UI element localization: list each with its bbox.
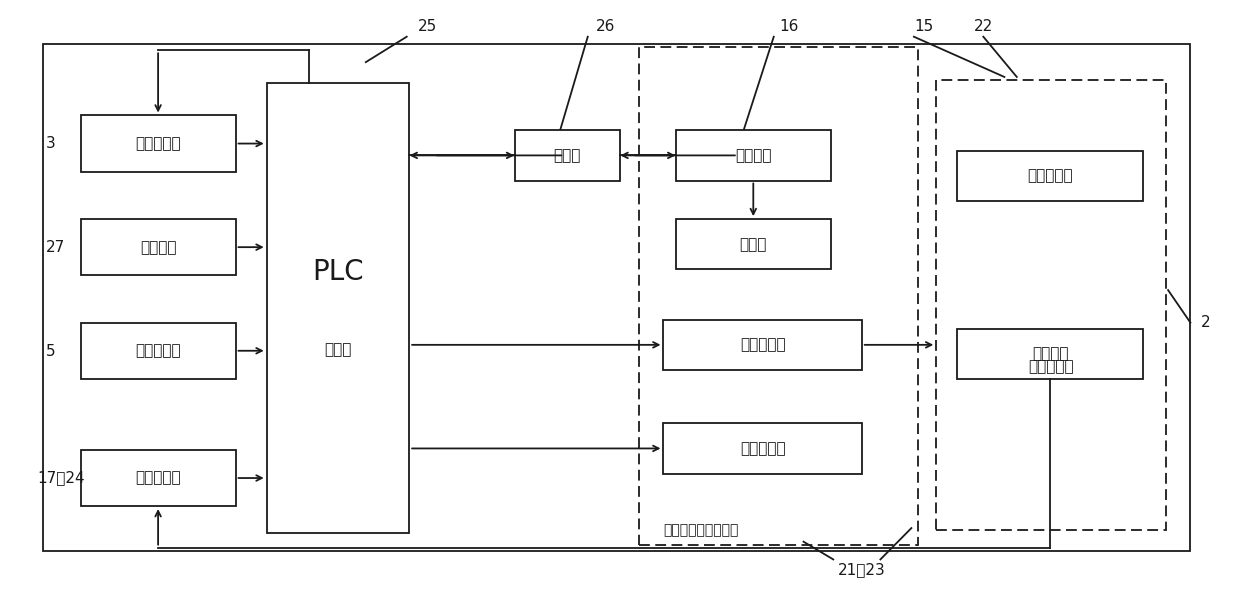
- Text: 控制器: 控制器: [324, 342, 352, 357]
- Bar: [957, 329, 1143, 379]
- Text: 变频电机: 变频电机: [735, 148, 771, 163]
- Text: 3: 3: [46, 136, 56, 151]
- Text: 飞机千斤顶: 飞机千斤顶: [1029, 359, 1074, 375]
- Text: 比例伺服阀: 比例伺服阀: [740, 337, 785, 352]
- Text: 操作面板: 操作面板: [140, 240, 176, 255]
- Text: 16: 16: [779, 19, 799, 34]
- Text: 油缸压力: 油缸压力: [1032, 346, 1069, 361]
- Bar: [43, 44, 1190, 551]
- Text: 17、24: 17、24: [37, 470, 84, 485]
- Text: 手持控制仪: 手持控制仪: [135, 343, 181, 358]
- Bar: [663, 423, 862, 474]
- Text: 5: 5: [46, 343, 56, 359]
- Text: 21，23: 21，23: [838, 562, 885, 577]
- Bar: [81, 115, 236, 172]
- Bar: [639, 47, 918, 545]
- Text: 电磁换向阀: 电磁换向阀: [740, 441, 785, 456]
- Bar: [267, 83, 409, 533]
- Text: 15: 15: [914, 19, 934, 34]
- Text: 22: 22: [973, 19, 993, 34]
- Bar: [515, 130, 620, 181]
- Text: 2: 2: [1200, 315, 1210, 330]
- Bar: [676, 219, 831, 269]
- Text: 压力传感器: 压力传感器: [135, 471, 181, 485]
- Bar: [957, 151, 1143, 201]
- Text: 26: 26: [595, 19, 615, 34]
- Bar: [676, 130, 831, 181]
- Text: 位移传感器: 位移传感器: [135, 136, 181, 151]
- Text: 变频器: 变频器: [553, 148, 582, 163]
- Bar: [663, 320, 862, 370]
- Text: 电动泵: 电动泵: [739, 237, 768, 252]
- Text: 25: 25: [418, 19, 438, 34]
- Text: 飞机千斤顶液压系统: 飞机千斤顶液压系统: [663, 523, 739, 537]
- Bar: [81, 219, 236, 275]
- Bar: [936, 80, 1166, 530]
- Text: 活塞杆运动: 活塞杆运动: [1028, 169, 1073, 184]
- Bar: [81, 323, 236, 379]
- Text: PLC: PLC: [312, 258, 363, 287]
- Text: 27: 27: [46, 240, 66, 255]
- Bar: [81, 450, 236, 506]
